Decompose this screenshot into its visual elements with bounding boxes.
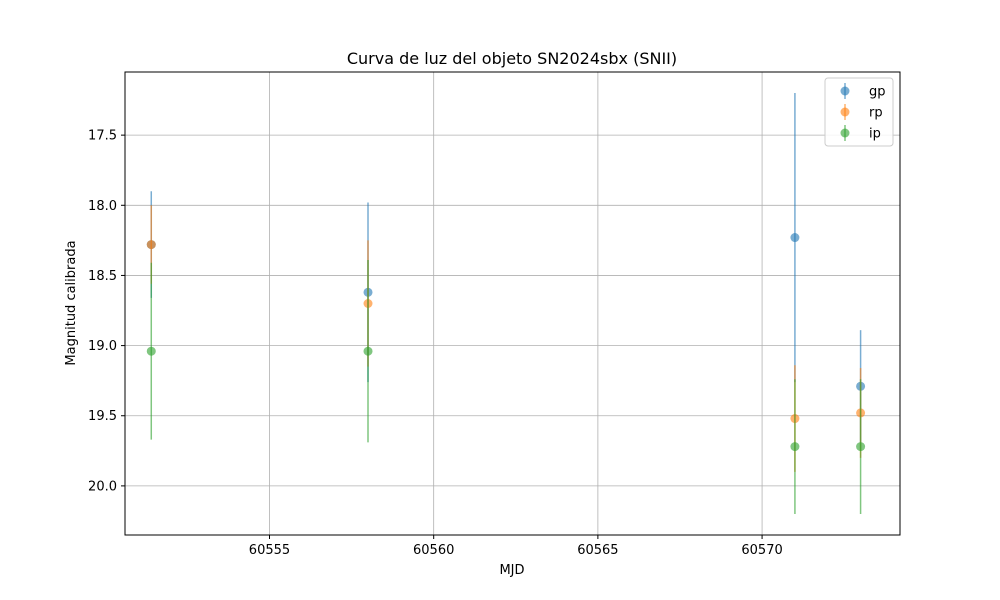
legend-label: gp [869, 85, 886, 100]
data-point-ip [146, 346, 156, 356]
data-point-ip [790, 442, 800, 452]
x-tick-label: 60565 [577, 543, 618, 558]
series-rp [146, 205, 866, 472]
series-ip [146, 260, 866, 514]
data-point-ip [363, 346, 373, 356]
x-tick-label: 60555 [249, 543, 290, 558]
data-marks [146, 93, 866, 514]
y-tick-label: 20.0 [88, 479, 117, 494]
x-axis: 60555 60560 60565 60570 [249, 535, 783, 558]
y-tick-label: 17.5 [88, 129, 117, 144]
series-gp [146, 93, 866, 443]
data-point-ip [856, 442, 866, 452]
plot-frame [124, 71, 901, 536]
legend-label: rp [869, 106, 883, 121]
y-axis-label: Magnitud calibrada [64, 240, 79, 365]
y-axis: 17.5 18.0 18.5 19.0 19.5 20.0 [88, 129, 125, 494]
x-tick-label: 60560 [413, 543, 454, 558]
legend-marker [840, 128, 850, 138]
data-point-gp [790, 233, 800, 243]
legend: gp rp ip [824, 77, 894, 147]
y-tick-label: 18.0 [88, 199, 117, 214]
chart-title: Curva de luz del objeto SN2024sbx (SNII) [347, 49, 677, 68]
data-point-rp [146, 240, 156, 250]
legend-marker [840, 107, 850, 117]
legend-label: ip [869, 127, 881, 142]
x-axis-label: MJD [499, 563, 524, 578]
legend-box [824, 77, 894, 147]
y-tick-label: 19.5 [88, 409, 117, 424]
legend-marker [840, 86, 850, 96]
y-tick-label: 19.0 [88, 339, 117, 354]
grid [125, 72, 900, 535]
y-tick-label: 18.5 [88, 269, 117, 284]
x-tick-label: 60570 [741, 543, 782, 558]
